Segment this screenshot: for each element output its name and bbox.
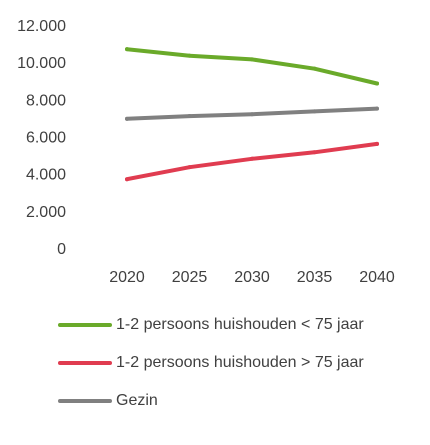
series-2-point: [250, 156, 254, 161]
series-3-point: [187, 114, 192, 119]
series-line-2: [125, 141, 379, 182]
y-tick-label: 12.000: [17, 18, 66, 35]
y-tick-label: 6.000: [26, 130, 66, 147]
legend-item-series-1[interactable]: 1-2 persoons huishouden < 75 jaar: [58, 306, 428, 344]
legend-label-series-2: 1-2 persoons huishouden > 75 jaar: [116, 354, 364, 371]
series-1-point: [250, 57, 254, 62]
series-2-point: [187, 165, 192, 170]
legend-swatch-series-1: [58, 323, 112, 327]
series-line-1: [125, 47, 379, 86]
legend-label-series-1: 1-2 persoons huishouden < 75 jaar: [116, 316, 364, 333]
series-2-point: [125, 177, 129, 182]
legend-item-series-3[interactable]: Gezin: [58, 382, 428, 420]
x-tick-label: 2020: [109, 269, 145, 286]
x-axis: 2020 2025 2030 2035 2040: [109, 269, 395, 286]
series-2-point: [312, 150, 317, 155]
y-tick-label: 0: [57, 241, 66, 258]
x-tick-label: 2025: [172, 269, 208, 286]
y-tick-label: 8.000: [26, 92, 66, 109]
series-lines: [125, 47, 379, 182]
y-tick-label: 10.000: [17, 55, 66, 72]
x-tick-label: 2035: [297, 269, 333, 286]
series-2-point: [375, 141, 379, 146]
series-1-point: [125, 47, 129, 52]
y-tick-label: 2.000: [26, 204, 66, 221]
legend-label-series-3: Gezin: [116, 392, 158, 409]
y-tick-label: 4.000: [26, 167, 66, 184]
legend-item-series-2[interactable]: 1-2 persoons huishouden > 75 jaar: [58, 344, 428, 382]
series-1-point: [375, 81, 379, 86]
legend-swatch-series-2: [58, 361, 112, 365]
chart-legend: 1-2 persoons huishouden < 75 jaar 1-2 pe…: [58, 306, 428, 420]
series-3-point: [250, 112, 254, 117]
legend-swatch-series-3: [58, 399, 112, 403]
series-3-point: [312, 109, 317, 114]
series-3-point: [375, 106, 379, 111]
series-1-point: [312, 66, 317, 71]
x-tick-label: 2040: [359, 269, 395, 286]
series-1-point: [187, 53, 192, 58]
y-axis: 0 2.000 4.000 6.000 8.000 10.000 12.000: [17, 18, 66, 258]
x-tick-label: 2030: [234, 269, 270, 286]
series-3-point: [125, 116, 129, 121]
